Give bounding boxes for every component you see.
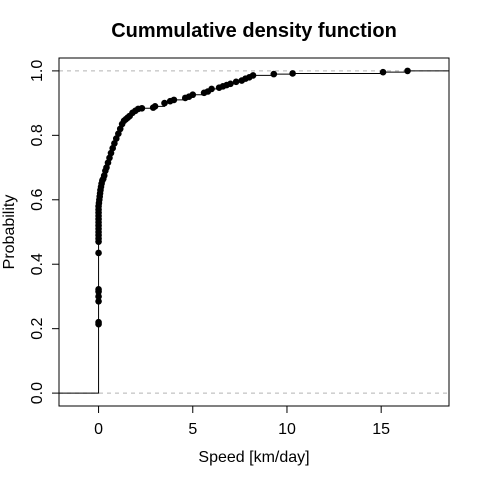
cdf-step-path bbox=[59, 70, 449, 394]
x-tick-label: 0 bbox=[94, 421, 103, 438]
data-point bbox=[138, 104, 146, 112]
y-tick-label: 0.6 bbox=[29, 189, 46, 211]
y-tick-label: 0.4 bbox=[29, 253, 46, 275]
cdf-step-line bbox=[59, 70, 449, 394]
x-axis-label: Speed [km/day] bbox=[198, 449, 309, 466]
data-point bbox=[270, 70, 278, 78]
x-tick-label: 15 bbox=[372, 421, 390, 438]
data-point bbox=[151, 103, 159, 110]
data-point bbox=[95, 249, 102, 257]
y-tick-label: 1.0 bbox=[29, 60, 46, 82]
reference-lines bbox=[59, 70, 449, 394]
y-tick-label: 0.0 bbox=[29, 382, 46, 404]
y-tick-label: 0.8 bbox=[29, 124, 46, 146]
data-points bbox=[95, 67, 411, 328]
data-point bbox=[189, 91, 197, 99]
data-point bbox=[404, 67, 411, 75]
data-point bbox=[95, 297, 102, 305]
data-point bbox=[95, 293, 102, 300]
y-tick-label: 0.2 bbox=[29, 317, 46, 339]
data-point bbox=[289, 70, 296, 77]
data-point bbox=[95, 318, 102, 326]
data-point bbox=[232, 78, 240, 86]
data-point bbox=[227, 80, 234, 88]
x-tick-label: 10 bbox=[278, 421, 296, 438]
data-point bbox=[208, 85, 215, 93]
data-point bbox=[249, 72, 257, 79]
y-axis: 0.0 0.2 0.4 0.6 0.8 1.0 bbox=[29, 60, 60, 404]
y-axis-label: Probability bbox=[1, 195, 18, 270]
x-axis: 0 5 10 15 bbox=[94, 405, 390, 438]
data-point bbox=[161, 99, 168, 107]
plot-frame bbox=[58, 57, 450, 407]
data-point bbox=[95, 286, 102, 293]
data-point bbox=[170, 96, 178, 104]
x-tick-label: 5 bbox=[188, 421, 197, 438]
chart-title: Cummulative density function bbox=[111, 20, 397, 42]
data-point bbox=[379, 68, 387, 76]
